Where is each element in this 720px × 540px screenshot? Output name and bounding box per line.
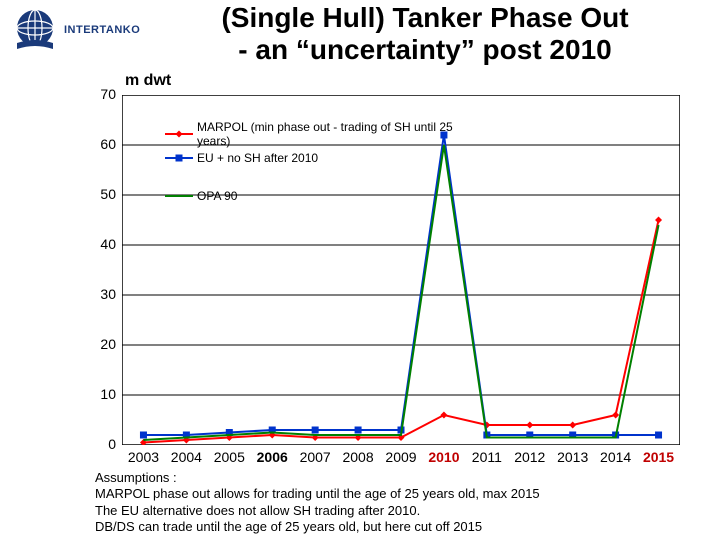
footnote-line: Assumptions :: [95, 470, 655, 486]
footnote-line: MARPOL phase out allows for trading unti…: [95, 486, 655, 502]
x-tick-label: 2008: [338, 449, 378, 465]
legend-swatch: [165, 128, 193, 140]
x-tick-label: 2011: [467, 449, 507, 465]
x-tick-label: 2015: [639, 449, 679, 465]
footnote-line: The EU alternative does not allow SH tra…: [95, 503, 655, 519]
y-tick-label: 60: [92, 136, 116, 152]
legend-swatch: [165, 190, 193, 202]
x-tick-label: 2012: [510, 449, 550, 465]
legend-item: MARPOL (min phase out - trading of SH un…: [165, 120, 455, 149]
y-tick-label: 40: [92, 236, 116, 252]
x-tick-label: 2010: [424, 449, 464, 465]
y-tick-label: 10: [92, 386, 116, 402]
globe-icon: [10, 5, 60, 55]
legend-item: EU + no SH after 2010: [165, 151, 455, 165]
x-tick-label: 2013: [553, 449, 593, 465]
x-tick-label: 2003: [123, 449, 163, 465]
legend-label: EU + no SH after 2010: [197, 151, 318, 165]
chart-legend: MARPOL (min phase out - trading of SH un…: [165, 120, 455, 206]
logo-text: INTERTANKO: [64, 24, 140, 36]
title-line2: - an “uncertainty” post 2010: [238, 34, 611, 65]
y-tick-label: 30: [92, 286, 116, 302]
x-tick-label: 2014: [596, 449, 636, 465]
intertanko-logo: INTERTANKO: [10, 5, 140, 55]
y-tick-label: 70: [92, 86, 116, 102]
y-tick-label: 0: [92, 436, 116, 452]
slide-title: (Single Hull) Tanker Phase Out - an “unc…: [150, 2, 700, 66]
y-tick-label: 50: [92, 186, 116, 202]
y-axis-title: m dwt: [125, 72, 171, 90]
footnote-line: DB/DS can trade until the age of 25 year…: [95, 519, 655, 535]
x-tick-label: 2004: [166, 449, 206, 465]
x-tick-label: 2005: [209, 449, 249, 465]
slide: INTERTANKO (Single Hull) Tanker Phase Ou…: [0, 0, 720, 540]
x-tick-label: 2007: [295, 449, 335, 465]
title-line1: (Single Hull) Tanker Phase Out: [221, 2, 628, 33]
legend-item: OPA 90: [165, 189, 455, 203]
legend-label: OPA 90: [197, 189, 237, 203]
assumptions-text: Assumptions : MARPOL phase out allows fo…: [95, 470, 655, 535]
y-tick-label: 20: [92, 336, 116, 352]
x-tick-label: 2009: [381, 449, 421, 465]
legend-swatch: [165, 152, 193, 164]
legend-label: MARPOL (min phase out - trading of SH un…: [197, 120, 455, 149]
x-tick-label: 2006: [252, 449, 292, 465]
